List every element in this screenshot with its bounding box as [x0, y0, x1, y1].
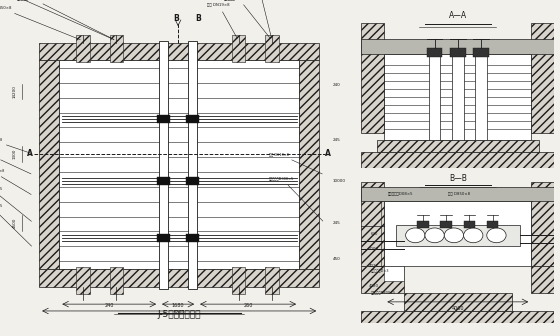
Text: 4020: 4020 [368, 284, 379, 288]
Text: 通气 DN55×1: 通气 DN55×1 [0, 152, 31, 174]
Text: 5000: 5000 [368, 247, 379, 251]
Bar [110, 35, 123, 62]
Text: A: A [325, 149, 331, 158]
Circle shape [464, 228, 483, 243]
Bar [417, 220, 429, 228]
Bar [384, 201, 531, 266]
Text: 10000: 10000 [333, 179, 346, 183]
Text: 图气外循水D800×5: 图气外循水D800×5 [371, 290, 396, 294]
Text: B—B: B—B [449, 174, 466, 183]
Text: 240: 240 [333, 83, 340, 87]
Text: 通气 D619×8: 通气 D619×8 [269, 152, 322, 174]
Text: 采暖回水管D×3: 采暖回水管D×3 [371, 268, 389, 272]
Bar [361, 152, 554, 168]
Bar [384, 54, 531, 139]
Bar [232, 35, 245, 62]
Text: 采暖回水管D219×8: 采暖回水管D219×8 [0, 0, 114, 40]
Text: 采暖热水管D219×8: 采暖热水管D219×8 [224, 0, 270, 39]
Bar [299, 60, 319, 269]
Bar [76, 267, 90, 294]
Bar [429, 51, 440, 139]
Text: A—A: A—A [449, 11, 467, 20]
Text: 通气 DN19×8: 通气 DN19×8 [207, 3, 237, 38]
Text: 4000: 4000 [451, 306, 464, 311]
Bar [39, 43, 319, 60]
Bar [39, 60, 59, 269]
Text: 245: 245 [333, 137, 340, 141]
Bar [361, 311, 554, 323]
Text: B: B [173, 14, 179, 23]
Bar [464, 220, 475, 228]
Circle shape [444, 228, 464, 243]
Bar [186, 177, 199, 185]
Bar [361, 39, 554, 54]
Bar [265, 267, 279, 294]
Bar [188, 41, 197, 289]
Bar [157, 177, 170, 185]
Bar [487, 220, 498, 228]
Bar [361, 182, 384, 266]
Text: 240: 240 [105, 303, 114, 308]
Text: 光滑作橡木 D419×8: 光滑作橡木 D419×8 [0, 168, 31, 195]
Bar [186, 234, 199, 242]
Circle shape [405, 228, 425, 243]
Bar [404, 293, 512, 311]
Text: 14200: 14200 [12, 85, 17, 98]
Circle shape [487, 228, 506, 243]
Text: 采暖回水管D320×5: 采暖回水管D320×5 [0, 204, 31, 246]
Text: 260: 260 [244, 303, 253, 308]
Text: 4025: 4025 [368, 264, 379, 268]
Text: 采暖热水管D108×5: 采暖热水管D108×5 [0, 186, 31, 221]
Bar [531, 266, 554, 293]
Bar [186, 115, 199, 123]
Text: J-5检查井平面图: J-5检查井平面图 [157, 310, 201, 319]
Text: 通气 DN50×8: 通气 DN50×8 [0, 6, 80, 40]
Bar [110, 267, 123, 294]
Bar [157, 115, 170, 123]
Bar [473, 48, 489, 57]
Bar [361, 266, 404, 293]
Bar [361, 186, 554, 201]
Text: 1300: 1300 [12, 149, 17, 159]
Bar [475, 51, 487, 139]
Text: 采暖回水管D19×8: 采暖回水管D19×8 [246, 0, 272, 38]
Text: 3200: 3200 [173, 310, 185, 315]
Bar [396, 225, 520, 246]
Bar [59, 60, 299, 269]
Bar [265, 35, 279, 62]
Bar [76, 35, 90, 62]
Bar [39, 269, 319, 287]
Text: 公称锂木 D219×8: 公称锂木 D219×8 [0, 137, 31, 153]
Bar [361, 23, 384, 133]
Text: 1680: 1680 [172, 303, 184, 308]
Text: 通气 D850×8: 通气 D850×8 [448, 191, 470, 195]
Bar [531, 23, 554, 133]
Text: 4500: 4500 [12, 218, 17, 228]
Bar [427, 48, 442, 57]
Text: 450: 450 [333, 257, 340, 261]
Bar [452, 51, 464, 139]
Text: 图气外循水D308×5: 图气外循水D308×5 [269, 176, 323, 221]
Text: 屋顶热水管D08×5: 屋顶热水管D08×5 [388, 191, 414, 195]
Text: 245: 245 [333, 221, 340, 225]
Bar [159, 41, 168, 289]
Bar [157, 234, 170, 242]
Bar [531, 182, 554, 266]
Bar [232, 267, 245, 294]
Bar [440, 220, 452, 228]
Text: B: B [195, 14, 201, 23]
Text: 采暖热水管D219×8: 采暖热水管D219×8 [17, 0, 114, 40]
Bar [377, 139, 539, 152]
Bar [384, 266, 404, 281]
Bar [450, 48, 465, 57]
Text: A: A [27, 149, 33, 158]
Text: 620: 620 [371, 232, 379, 236]
Circle shape [425, 228, 444, 243]
